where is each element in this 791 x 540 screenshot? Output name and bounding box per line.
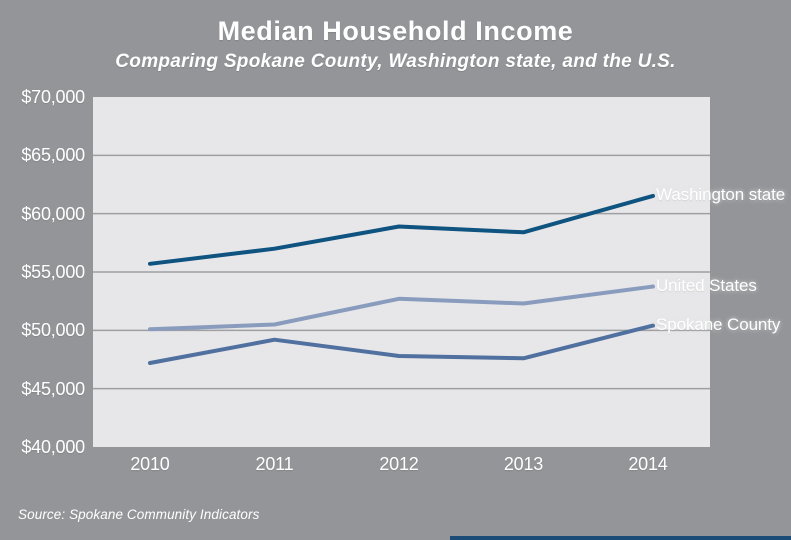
x-tick-label: 2011 <box>255 454 294 474</box>
x-axis-labels: 2010 2011 2012 2013 2014 <box>93 453 710 479</box>
x-tick-label: 2014 <box>628 454 668 474</box>
y-tick-label: $60,000 <box>21 203 85 224</box>
series-line-washington-state <box>148 193 655 266</box>
line-chart <box>93 154 710 390</box>
y-tick-label: $45,000 <box>21 378 85 399</box>
y-tick-label: $40,000 <box>21 437 85 457</box>
y-tick-label: $55,000 <box>21 262 85 282</box>
series-line-united-states <box>148 284 655 332</box>
y-tick-label: $70,000 <box>21 87 85 107</box>
y-tick-label: $50,000 <box>21 320 85 341</box>
plot-area <box>93 97 710 447</box>
chart-title: Median Household Income <box>217 16 574 46</box>
series-line-spokane-county <box>148 323 655 365</box>
y-tick-label: $65,000 <box>21 145 85 166</box>
y-axis-labels: $70,000 $65,000 $60,000 $55,000 $50,000 $45,0… <box>0 0 85 540</box>
x-tick-label: 2013 <box>503 454 544 474</box>
accent-bar <box>450 536 791 540</box>
chart-subtitle: Comparing Spokane County, Washington sta… <box>115 51 676 72</box>
x-tick-label: 2010 <box>130 454 170 474</box>
source-note: Source: Spokane Community Indicators <box>18 507 260 522</box>
x-tick-label: 2012 <box>379 454 419 474</box>
